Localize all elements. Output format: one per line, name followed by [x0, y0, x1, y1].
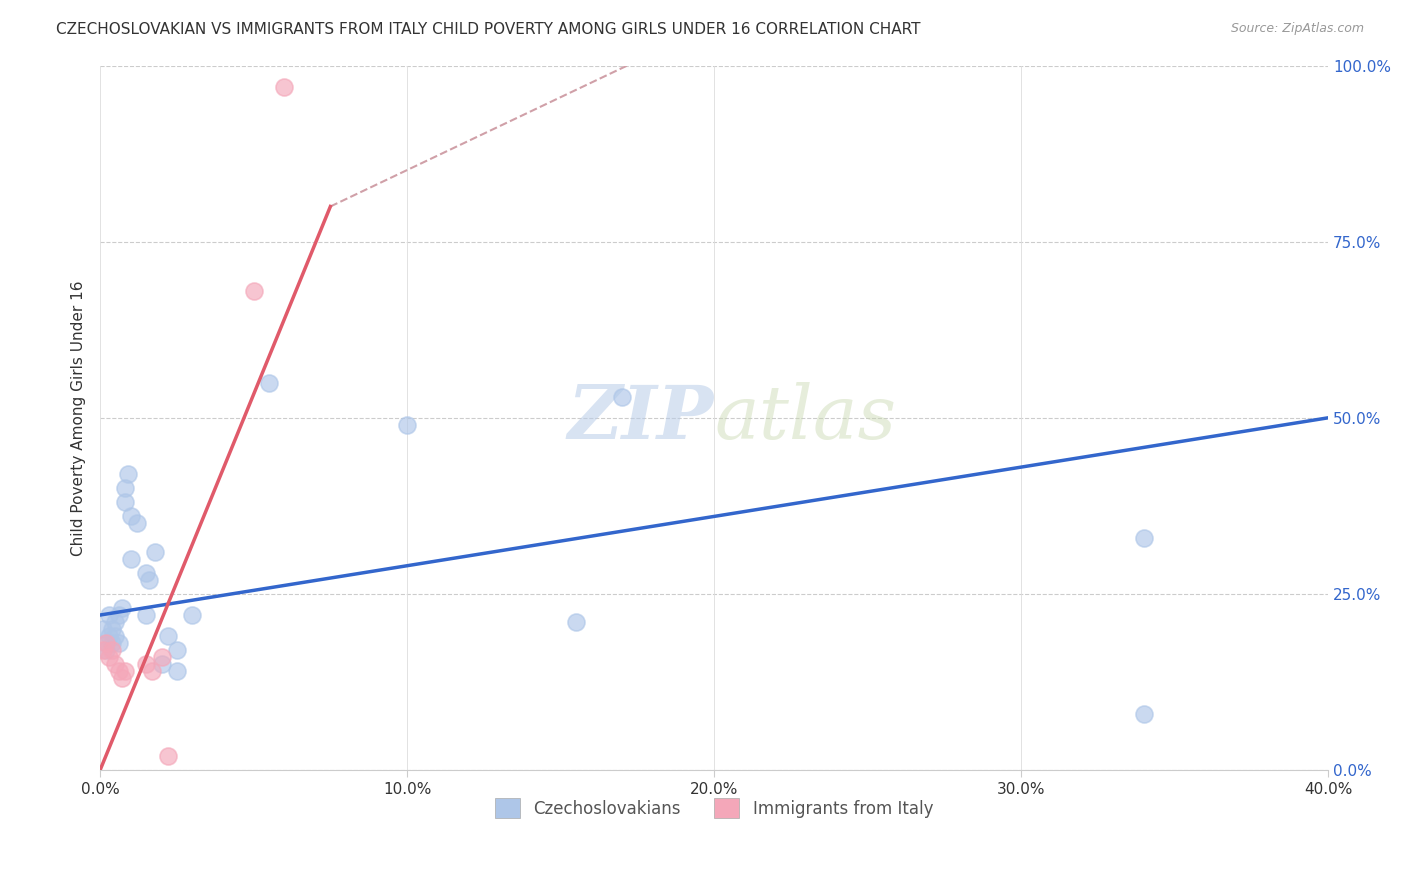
Point [150, 650, 173, 665]
Point [104, 657, 127, 672]
Point [273, 79, 295, 94]
Point [1133, 531, 1156, 545]
Point [257, 376, 280, 390]
Point [91, 643, 114, 657]
Text: Source: ZipAtlas.com: Source: ZipAtlas.com [1230, 22, 1364, 36]
Point [96, 643, 118, 657]
Point [91, 622, 114, 636]
Point [156, 748, 179, 763]
Point [114, 665, 136, 679]
Point [135, 566, 157, 580]
Point [117, 467, 139, 482]
Point [111, 601, 134, 615]
Point [166, 665, 188, 679]
Text: atlas: atlas [714, 382, 896, 454]
Point [104, 615, 127, 629]
Y-axis label: Child Poverty Among Girls Under 16: Child Poverty Among Girls Under 16 [72, 280, 86, 556]
Point [125, 516, 148, 531]
Point [145, 544, 167, 558]
Point [96, 636, 118, 650]
Point [242, 284, 264, 298]
Point [96, 636, 118, 650]
Point [111, 672, 134, 686]
Point [107, 607, 129, 622]
Point [135, 607, 157, 622]
Point [104, 629, 127, 643]
Point [156, 629, 179, 643]
Point [396, 417, 419, 432]
Point [101, 643, 124, 657]
Text: CZECHOSLOVAKIAN VS IMMIGRANTS FROM ITALY CHILD POVERTY AMONG GIRLS UNDER 16 CORR: CZECHOSLOVAKIAN VS IMMIGRANTS FROM ITALY… [56, 22, 921, 37]
Point [120, 551, 142, 566]
Point [101, 622, 124, 636]
Point [166, 643, 188, 657]
Point [98, 650, 121, 665]
Point [114, 481, 136, 495]
Point [181, 607, 204, 622]
Point [610, 390, 633, 404]
Point [141, 665, 163, 679]
Point [98, 607, 121, 622]
Point [107, 665, 129, 679]
Point [1133, 706, 1156, 721]
Point [120, 509, 142, 524]
Legend: Czechoslovakians, Immigrants from Italy: Czechoslovakians, Immigrants from Italy [488, 791, 939, 825]
Text: ZIP: ZIP [568, 382, 714, 454]
Point [565, 615, 588, 629]
Point [150, 657, 173, 672]
Point [135, 657, 157, 672]
Point [138, 573, 160, 587]
Point [114, 495, 136, 509]
Point [98, 629, 121, 643]
Point [107, 636, 129, 650]
Point [101, 636, 124, 650]
